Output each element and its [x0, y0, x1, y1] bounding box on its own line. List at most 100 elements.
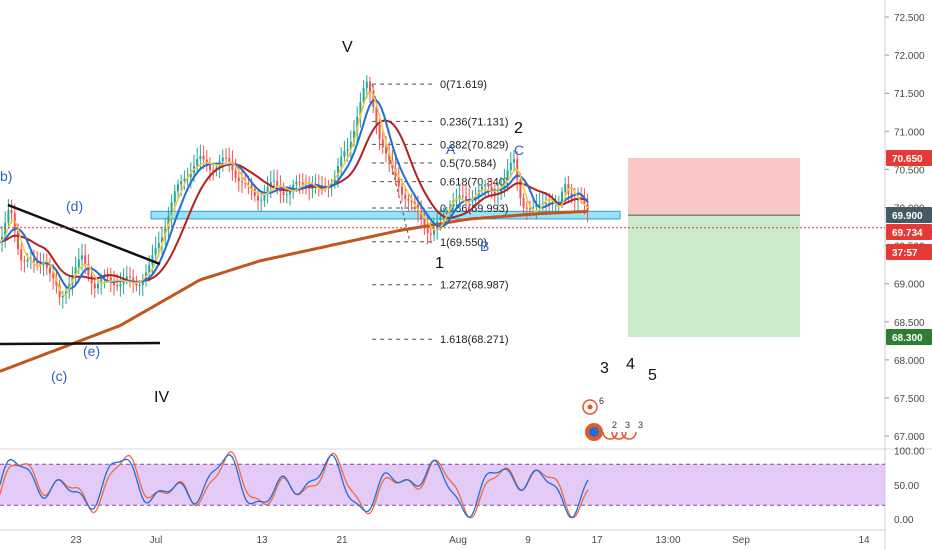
- candle-body: [426, 227, 429, 234]
- wave-label-2: 2: [514, 120, 523, 137]
- candle-body: [154, 247, 157, 256]
- candle-body: [356, 116, 359, 132]
- price-badge: [886, 207, 932, 223]
- candle-body: [385, 147, 387, 154]
- oscillator-axis[interactable]: 100.00 50.00 0.00: [894, 447, 925, 527]
- candle-body: [465, 196, 467, 200]
- fib-extension-tool[interactable]: 0(71.619) 0.236(71.131) 0.382(70.829) 0.5(7…: [371, 79, 509, 346]
- candle-body: [538, 204, 541, 206]
- candle-body: [36, 261, 39, 264]
- candle-body: [509, 162, 512, 171]
- projection-markers[interactable]: 6 2 3 3: [582, 396, 643, 441]
- candle-body: [273, 180, 275, 182]
- time-tick-label: 14: [858, 535, 870, 546]
- candle-body: [97, 283, 99, 289]
- candle-body: [49, 267, 51, 274]
- time-tick-label: 17: [591, 535, 603, 546]
- candle-body: [561, 191, 563, 203]
- fib-level-label: 1.618(68.271): [440, 334, 509, 346]
- candle-body: [301, 182, 304, 186]
- wave-label-e: (e): [83, 343, 100, 359]
- candle-body: [77, 259, 80, 268]
- candle-body: [484, 184, 487, 187]
- price-badges: 70.650 69.900 69.734 37:57 68.300: [886, 150, 932, 345]
- candle-body: [375, 106, 378, 125]
- fib-level-label: 1.272(68.987): [440, 280, 509, 292]
- wave-label-b: B: [480, 238, 489, 254]
- candle-body: [202, 155, 205, 160]
- time-tick-label: 13: [256, 535, 268, 546]
- candle-body: [285, 194, 288, 196]
- candle-body: [84, 255, 87, 265]
- candle-body: [116, 285, 119, 287]
- candle-body: [132, 277, 135, 282]
- candle-body: [231, 161, 234, 171]
- candle-body: [7, 210, 10, 223]
- candle-body: [81, 255, 83, 260]
- candle-body: [93, 283, 96, 289]
- candle-body: [365, 81, 368, 89]
- ma-long-line: [0, 209, 589, 373]
- price-tick-label: 70.500: [894, 165, 925, 176]
- candle-body: [257, 195, 259, 201]
- candle-body: [45, 264, 48, 268]
- candle-body: [74, 267, 77, 277]
- candle-body: [337, 166, 339, 177]
- candle-body: [58, 285, 61, 298]
- candle-body: [525, 207, 528, 209]
- candle-body: [369, 81, 371, 92]
- support-zone[interactable]: [150, 210, 621, 220]
- price-badge-label: 68.300: [892, 333, 923, 344]
- candle-body: [282, 191, 285, 196]
- candle-body: [180, 181, 183, 185]
- candle-body: [119, 283, 122, 287]
- price-tick-label: 72.500: [894, 13, 925, 24]
- candle-body: [439, 216, 442, 221]
- wave-label-4: 4: [626, 356, 635, 373]
- candle-body: [87, 264, 90, 276]
- candle-body: [100, 278, 103, 284]
- candle-body: [23, 260, 26, 262]
- candle-body: [221, 157, 224, 162]
- time-tick-label: 21: [336, 535, 348, 546]
- ma-fastest-line: [0, 92, 589, 296]
- time-axis[interactable]: 23 Jul 13 21 Aug 9 17 13:00 Sep 14: [70, 535, 870, 546]
- price-tick-label: 72.000: [894, 51, 925, 62]
- candle-body: [141, 280, 144, 286]
- candle-body: [487, 184, 490, 187]
- triangle-upper-trendline[interactable]: [7, 203, 161, 266]
- fib-level-label: 0.5(70.584): [440, 158, 496, 170]
- candle-body: [388, 153, 391, 161]
- candle-body: [199, 155, 202, 160]
- candle-body: [212, 169, 215, 171]
- candle-body: [433, 228, 435, 235]
- triangle-lower-trendline[interactable]: [0, 341, 161, 346]
- candle-body: [52, 273, 55, 279]
- candle-body: [237, 177, 240, 182]
- candle-body: [298, 181, 301, 183]
- candle-body: [225, 157, 227, 159]
- candle-body: [10, 210, 13, 214]
- candle-body: [343, 151, 346, 157]
- projection-marker-6: 6: [599, 396, 604, 406]
- oscillator-tick-label: 0.00: [894, 515, 914, 526]
- candle-body: [353, 131, 355, 142]
- projection-marker-3a: 3: [625, 420, 630, 430]
- candle-body: [26, 259, 29, 262]
- candle-body: [209, 165, 211, 170]
- candle-body: [532, 207, 535, 209]
- time-tick-label: 13:00: [655, 535, 680, 546]
- candle-body: [196, 159, 199, 166]
- candle-body: [346, 149, 349, 152]
- candle-body: [170, 202, 173, 217]
- price-tick-label: 67.000: [894, 432, 925, 443]
- fib-level-label: 0.236(71.131): [440, 116, 509, 128]
- candle-body: [308, 187, 311, 190]
- candle-body: [417, 204, 419, 211]
- take-profit-zone[interactable]: [628, 215, 800, 338]
- candle-body: [61, 295, 64, 298]
- candle-body: [253, 189, 256, 196]
- candle-body: [269, 181, 272, 187]
- stop-loss-zone[interactable]: [628, 157, 800, 216]
